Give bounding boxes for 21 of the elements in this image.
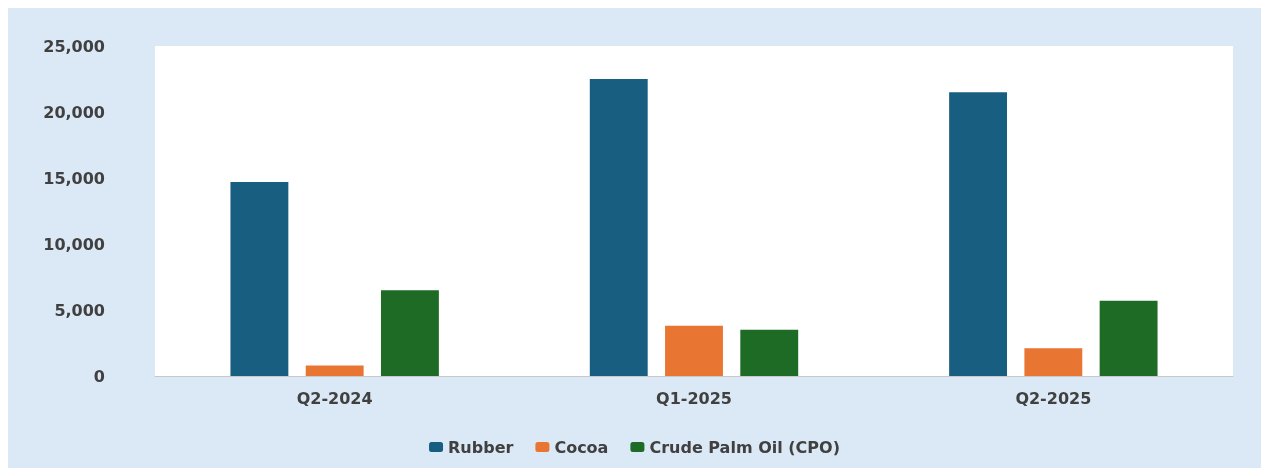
bar <box>949 92 1008 376</box>
legend-label: Rubber <box>448 437 514 457</box>
y-tick-label: 25,000 <box>43 36 105 56</box>
bar <box>740 329 799 376</box>
bar <box>380 290 439 376</box>
x-tick-label: Q1-2025 <box>656 388 732 408</box>
y-tick-label: 5,000 <box>54 300 105 320</box>
y-tick-label: 15,000 <box>43 168 105 188</box>
bar <box>665 325 723 376</box>
bar <box>589 79 648 376</box>
legend-label: Cocoa <box>554 437 609 457</box>
y-tick-label: 10,000 <box>43 234 105 254</box>
x-tick-label: Q2-2024 <box>296 388 373 408</box>
bar <box>230 181 289 376</box>
x-tick-label: Q2-2025 <box>1015 388 1092 408</box>
bar <box>1099 300 1158 376</box>
y-tick-label: 0 <box>93 366 105 386</box>
bar <box>305 365 364 376</box>
bar <box>1024 348 1083 376</box>
y-tick-label: 20,000 <box>43 102 105 122</box>
legend-label: Crude Palm Oil (CPO) <box>649 437 840 457</box>
